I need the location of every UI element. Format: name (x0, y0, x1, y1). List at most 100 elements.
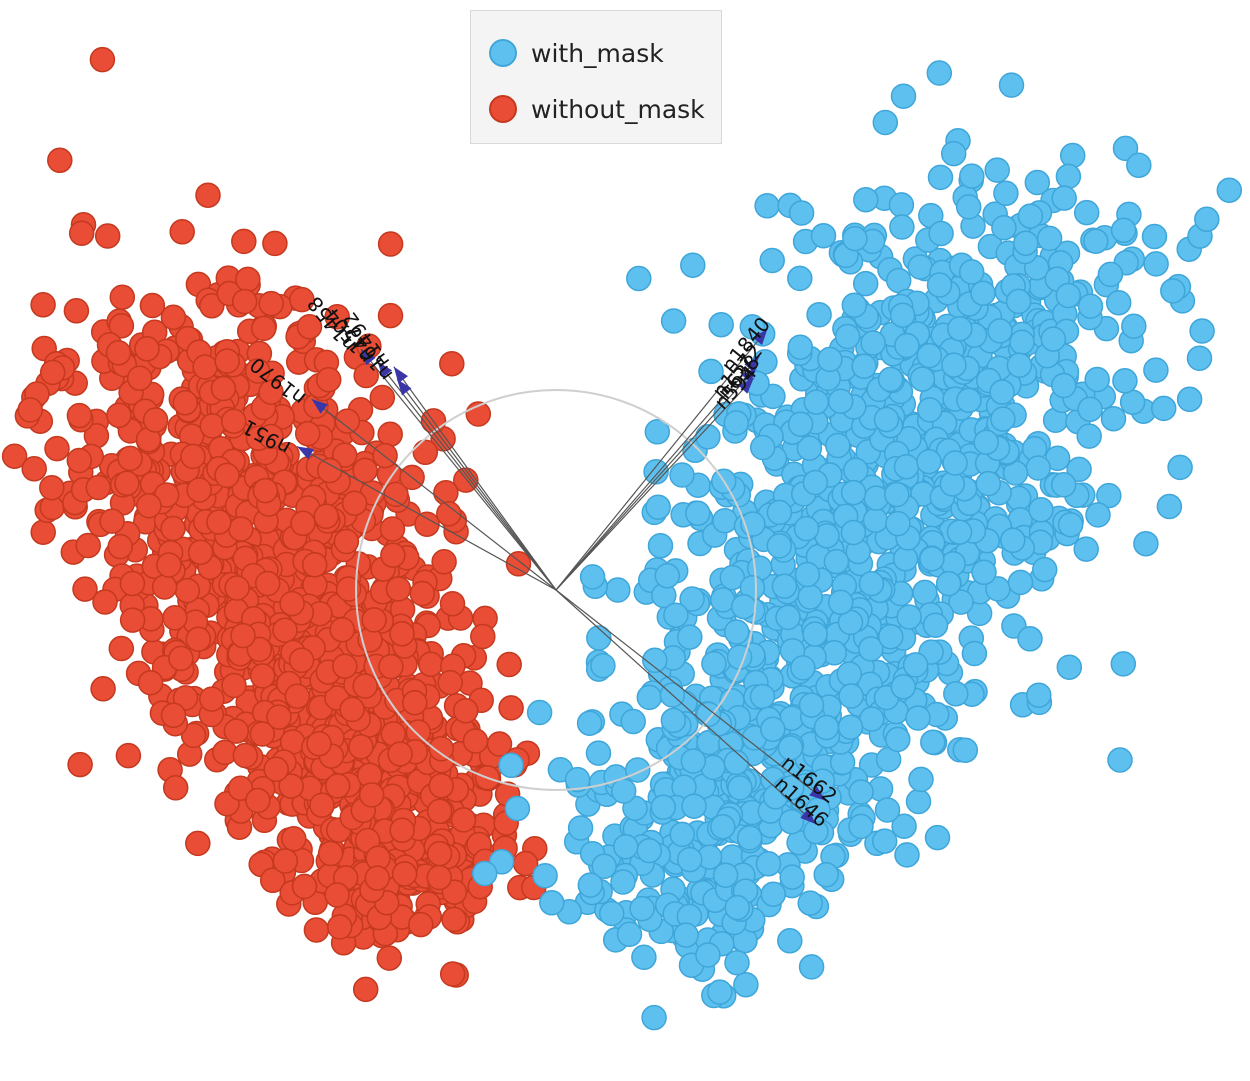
point-with-mask (1050, 472, 1077, 498)
point-without-mask (439, 350, 465, 377)
point-without-mask (385, 576, 412, 602)
legend-item-without-mask[interactable]: without_mask (489, 89, 705, 129)
point-without-mask (142, 407, 169, 433)
point-with-mask (498, 752, 524, 779)
point-with-mask (848, 779, 874, 805)
point-without-mask (332, 653, 358, 679)
point-with-mask (813, 861, 839, 888)
point-without-mask (294, 420, 321, 447)
point-without-mask (331, 442, 358, 468)
point-without-mask (137, 669, 164, 696)
point-without-mask (380, 542, 406, 568)
point-without-mask (119, 607, 146, 633)
point-without-mask (352, 673, 378, 699)
point-without-mask (291, 873, 318, 900)
point-with-mask (894, 842, 920, 868)
point-with-mask (852, 270, 879, 297)
point-without-mask (284, 683, 311, 710)
point-with-mask (777, 928, 803, 954)
point-without-mask (414, 511, 440, 537)
point-with-mask (1096, 482, 1122, 509)
point-with-mask (827, 589, 854, 616)
point-with-mask (946, 519, 973, 545)
point-with-mask (787, 265, 813, 292)
point-with-mask (677, 624, 703, 650)
point-without-mask (290, 510, 316, 537)
point-with-mask (798, 692, 825, 718)
point-with-mask (940, 140, 967, 167)
point-without-mask (85, 474, 112, 501)
point-without-mask (63, 298, 90, 324)
point-with-mask (905, 788, 932, 815)
legend-item-with-mask[interactable]: with_mask (489, 33, 664, 73)
point-with-mask (707, 979, 733, 1005)
point-with-mask (1051, 372, 1077, 399)
point-without-mask (289, 286, 315, 313)
point-with-mask (787, 334, 814, 360)
point-with-mask (1036, 225, 1063, 252)
point-without-mask (185, 830, 211, 857)
point-with-mask (848, 813, 874, 840)
point-with-mask (591, 853, 617, 880)
point-with-mask (920, 729, 946, 755)
point-with-mask (952, 737, 979, 763)
point-without-mask (172, 685, 199, 711)
point-with-mask (1007, 569, 1034, 596)
point-without-mask (90, 676, 116, 702)
point-with-mask (912, 579, 938, 606)
vector-arrowhead (360, 349, 376, 366)
point-without-mask (266, 704, 292, 730)
point-with-mask (961, 640, 988, 667)
point-with-mask (797, 584, 823, 610)
point-with-mask (1026, 682, 1052, 708)
point-without-mask (249, 721, 276, 747)
point-with-mask (620, 708, 646, 735)
point-with-mask (793, 515, 820, 542)
point-with-mask (681, 793, 707, 819)
point-with-mask (641, 1004, 667, 1031)
point-with-mask (766, 533, 793, 559)
point-with-mask (858, 636, 884, 662)
point-without-mask (199, 686, 225, 712)
point-with-mask (778, 808, 805, 835)
point-without-mask (174, 577, 201, 604)
point-without-mask (439, 590, 466, 617)
point-with-mask (1077, 293, 1104, 319)
point-without-mask (335, 576, 362, 602)
points-layer (1, 46, 1243, 1031)
point-with-mask (1186, 345, 1213, 371)
point-without-mask (1, 443, 28, 469)
point-without-mask (262, 230, 288, 257)
point-with-mask (1105, 289, 1132, 316)
point-with-mask (605, 577, 631, 603)
point-without-mask (303, 917, 330, 943)
point-with-mask (1216, 177, 1243, 203)
point-without-mask (317, 840, 344, 867)
point-with-mask (858, 570, 885, 597)
point-without-mask (214, 462, 240, 489)
point-with-mask (909, 366, 936, 392)
point-with-mask (644, 419, 671, 445)
point-without-mask (39, 359, 66, 386)
point-without-mask (259, 867, 286, 894)
point-without-mask (369, 384, 396, 411)
point-with-mask (585, 740, 612, 766)
point-without-mask (470, 623, 496, 650)
vector-line (555, 366, 758, 591)
point-with-mask (733, 971, 759, 998)
point-with-mask (1167, 454, 1193, 481)
unit-circle (355, 389, 757, 791)
vector-line (555, 377, 755, 591)
point-without-mask (339, 696, 365, 723)
point-with-mask (919, 546, 945, 572)
point-with-mask (843, 457, 869, 484)
point-with-mask (935, 570, 962, 597)
point-without-mask (44, 435, 70, 462)
point-with-mask (724, 949, 750, 976)
vector-arrowhead (752, 328, 768, 346)
point-with-mask (701, 650, 727, 677)
point-without-mask (186, 477, 212, 503)
point-with-mask (1176, 386, 1203, 413)
point-with-mask (973, 429, 999, 455)
point-without-mask (452, 697, 479, 724)
